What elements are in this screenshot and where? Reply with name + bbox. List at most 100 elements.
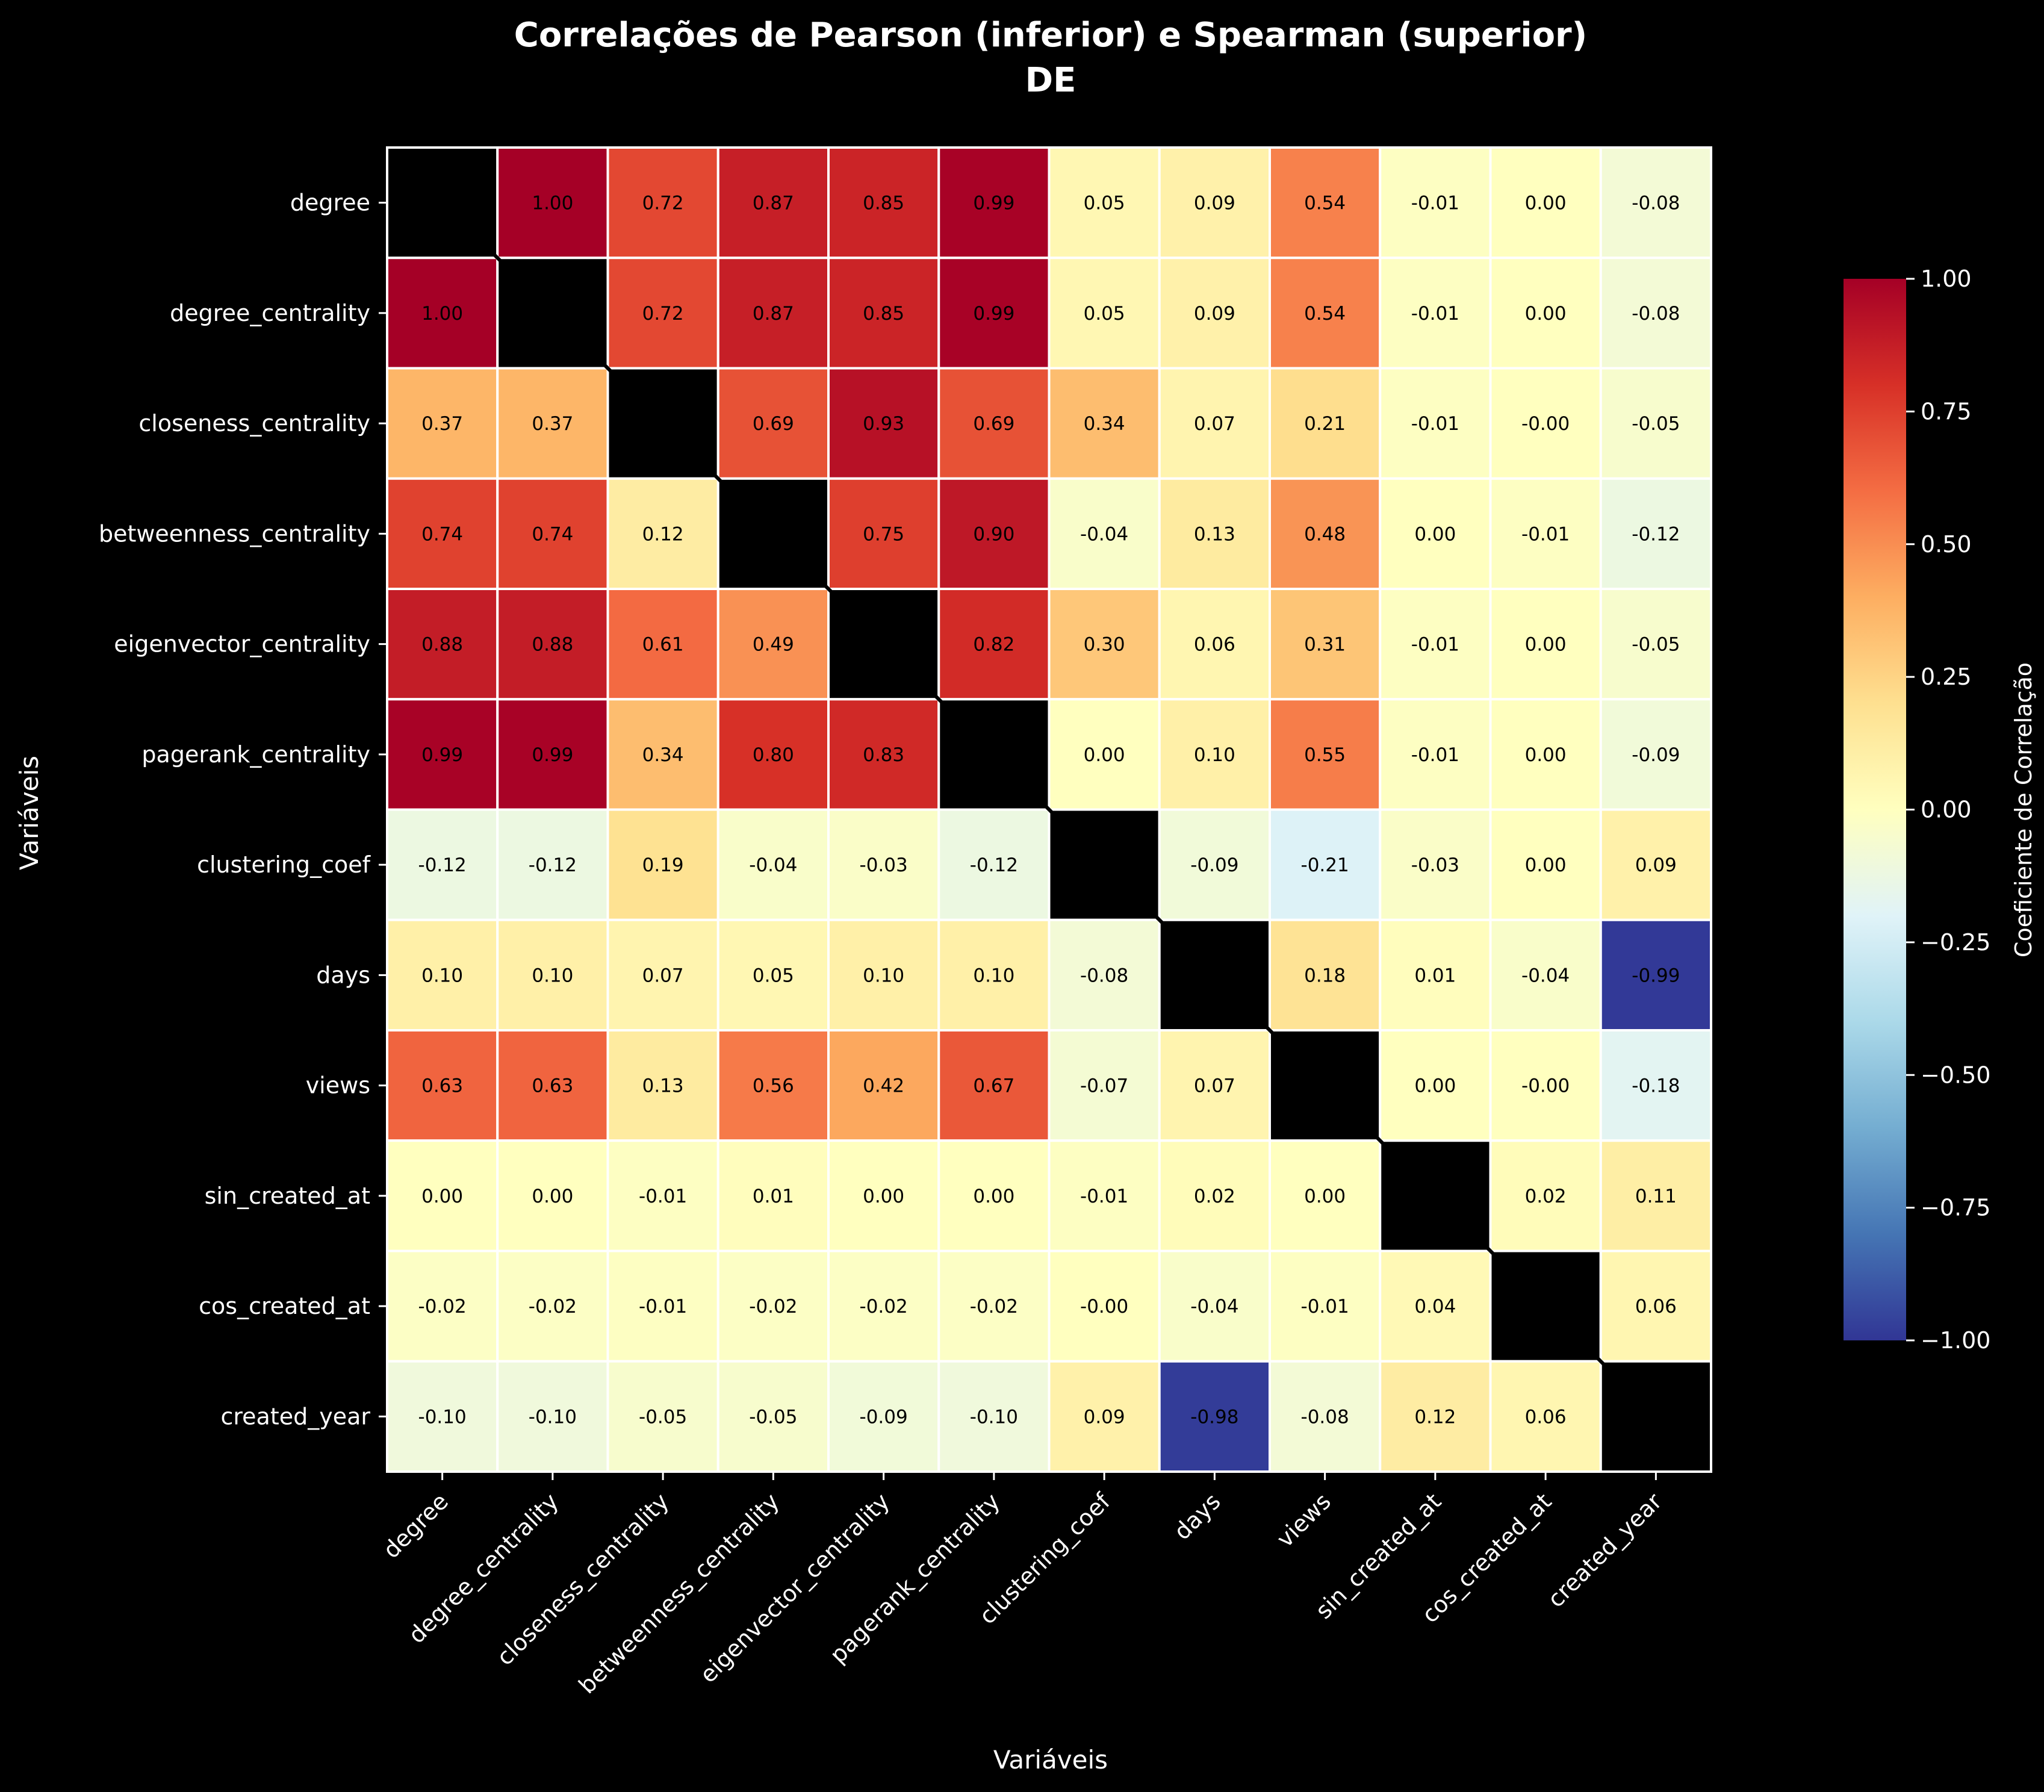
cell-value-label: -0.02: [529, 1296, 577, 1318]
cell-value-label: 0.00: [1525, 854, 1567, 876]
cell-value-label: -0.01: [1411, 634, 1459, 656]
heatmap-cell: [937, 588, 1051, 701]
heatmap-cell: [716, 257, 830, 370]
heatmap-cell: [386, 1249, 499, 1363]
heatmap-cell: [386, 698, 499, 811]
heatmap-cell: [606, 1360, 719, 1473]
cell-value-label: 0.00: [532, 1186, 573, 1207]
heatmap-cell: [1489, 1029, 1602, 1142]
cell-value-label: 0.00: [1525, 744, 1567, 766]
chart-title-line-1: Correlações de Pearson (inferior) e Spea…: [514, 16, 1588, 55]
cell-value-label: -0.02: [970, 1296, 1018, 1318]
heatmap-cell: [1048, 1360, 1161, 1473]
cell-value-label: 0.07: [642, 965, 684, 986]
cell-value-label: -0.01: [1521, 523, 1570, 545]
cell-value-label: 0.87: [753, 303, 794, 325]
cell-value-label: -0.04: [1190, 1296, 1238, 1318]
heatmap-cell: [386, 918, 499, 1031]
cell-value-label: 0.09: [1084, 1406, 1125, 1428]
heatmap-cell: [937, 808, 1051, 921]
cell-value-label: -0.18: [1632, 1075, 1680, 1097]
heatmap-cell: [1489, 257, 1602, 370]
cell-value-label: 0.49: [753, 634, 794, 656]
y-axis-ticks: degree degree_centrality closeness_central…: [99, 190, 387, 1430]
cell-value-label: 0.12: [1414, 1406, 1456, 1428]
heatmap-diagonal-cell: [1379, 1139, 1492, 1252]
y-axis-label: Variáveis: [14, 756, 44, 870]
cell-value-label: 0.88: [421, 634, 463, 656]
heatmap-cell: [606, 588, 719, 701]
heatmap-cell: [716, 808, 830, 921]
cell-value-label: 0.61: [642, 634, 684, 656]
heatmap-cell: [1599, 1029, 1712, 1142]
y-tick-label: pagerank_centrality: [141, 741, 370, 768]
cell-value-label: 0.12: [642, 523, 684, 545]
heatmap-cell: [1599, 808, 1712, 921]
cell-value-label: -0.05: [749, 1406, 797, 1428]
cell-value-label: 0.31: [1304, 634, 1346, 656]
y-tick-label: degree_centrality: [170, 300, 370, 326]
cell-value-label: 0.85: [863, 303, 904, 325]
colorbar: 1.00 0.75 0.50 0.25 0.00 −0.25 −0.50 −0.75 −1.00…: [1844, 266, 2037, 1354]
x-tick-label: betweenness_centrality: [574, 1488, 784, 1699]
heatmap-cell: [937, 146, 1051, 260]
heatmap-cell: [1158, 698, 1271, 811]
heatmap-diagonal-cell: [937, 698, 1051, 811]
colorbar-tick-label: −0.50: [1921, 1062, 1990, 1088]
heatmap-cell: [1489, 918, 1602, 1031]
x-tick-label: eigenvector_centrality: [695, 1488, 895, 1688]
heatmap-cell: [1599, 1249, 1712, 1363]
heatmap-cell: [1269, 808, 1382, 921]
cell-value-label: 0.54: [1304, 303, 1346, 325]
cell-value-label: -0.00: [1521, 1075, 1570, 1097]
cell-value-label: -0.04: [1080, 523, 1128, 545]
cell-value-label: 0.19: [642, 854, 684, 876]
heatmap-cell: [606, 808, 719, 921]
heatmap-cell: [1048, 698, 1161, 811]
heatmap-diagonal-cell: [606, 367, 719, 480]
heatmap-cell: [716, 918, 830, 1031]
cell-value-label: 0.88: [532, 634, 573, 656]
heatmap-cell: [386, 808, 499, 921]
y-tick-label: degree: [290, 190, 370, 216]
cell-value-label: 0.72: [642, 193, 684, 214]
cell-value-label: -0.09: [1190, 854, 1238, 876]
heatmap-cell: [1269, 1249, 1382, 1363]
heatmap-diagonal-cell: [386, 146, 499, 260]
heatmap-cell: [496, 1029, 609, 1142]
cell-value-label: -0.12: [970, 854, 1018, 876]
cell-value-label: 0.11: [1635, 1186, 1677, 1207]
heatmap-cell: [1379, 146, 1492, 260]
y-tick-label: cos_created_at: [199, 1293, 370, 1319]
x-tick-label: days: [1169, 1488, 1226, 1545]
heatmap-cell: [1599, 918, 1712, 1031]
cell-value-label: 0.99: [532, 744, 573, 766]
cell-value-label: 0.07: [1194, 413, 1235, 435]
diagonal-marker: [1042, 803, 1056, 817]
cell-value-label: 0.63: [532, 1075, 573, 1097]
cell-value-label: -0.05: [1632, 413, 1680, 435]
cell-value-label: 0.93: [863, 413, 904, 435]
cell-value-label: -0.01: [1411, 413, 1459, 435]
cell-value-label: 0.00: [1525, 193, 1567, 214]
cell-value-label: 0.00: [973, 1186, 1014, 1207]
colorbar-tick-label: −0.75: [1921, 1195, 1990, 1221]
cell-value-label: 0.75: [863, 523, 904, 545]
cell-value-label: 0.13: [1194, 523, 1235, 545]
cell-value-label: -0.03: [1411, 854, 1459, 876]
cell-value-label: 0.99: [973, 193, 1014, 214]
cell-value-label: -0.02: [860, 1296, 908, 1318]
heatmap-cell: [1599, 146, 1712, 260]
diagonal-marker: [932, 692, 946, 706]
heatmap-cell: [1158, 257, 1271, 370]
heatmap-diagonal-cell: [496, 257, 609, 370]
heatmap-cell: [937, 477, 1051, 590]
cell-value-label: -0.08: [1632, 193, 1680, 214]
colorbar-ticks: 1.00 0.75 0.50 0.25 0.00 −0.25 −0.50 −0.75 −1.00: [1906, 266, 1990, 1354]
y-tick-label: sin_created_at: [205, 1183, 370, 1209]
cell-value-label: 0.02: [1525, 1186, 1567, 1207]
cell-value-label: -0.01: [639, 1296, 687, 1318]
heatmap-cell: [716, 1029, 830, 1142]
heatmap-cell: [1048, 1249, 1161, 1363]
cell-value-label: -0.02: [418, 1296, 467, 1318]
